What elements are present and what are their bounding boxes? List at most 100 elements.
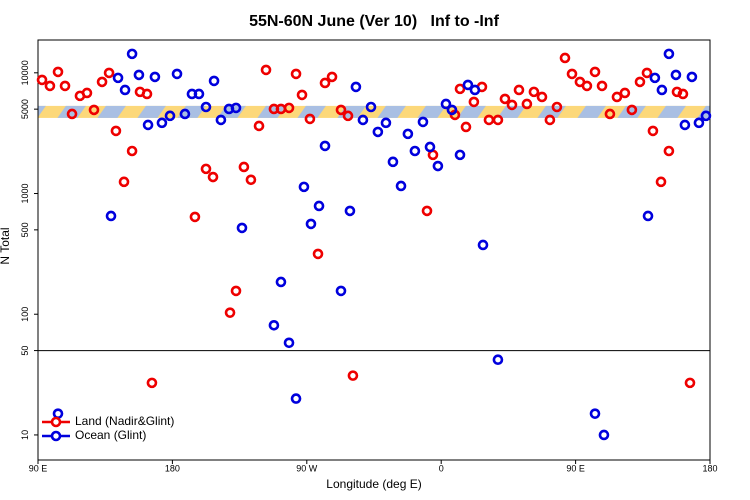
data-point bbox=[395, 180, 407, 192]
data-point bbox=[141, 88, 153, 100]
data-point bbox=[357, 114, 369, 126]
data-point bbox=[469, 84, 481, 96]
data-point bbox=[421, 205, 433, 217]
data-point bbox=[52, 408, 64, 419]
x-tick-label: 0 bbox=[439, 463, 444, 473]
data-point bbox=[462, 79, 474, 91]
x-tick-label: 90 E bbox=[29, 463, 48, 473]
data-point bbox=[179, 108, 191, 120]
data-point bbox=[350, 81, 362, 93]
data-point bbox=[133, 69, 145, 81]
data-point bbox=[619, 87, 631, 99]
data-point bbox=[663, 48, 675, 60]
data-point bbox=[402, 128, 414, 140]
data-point bbox=[365, 101, 377, 113]
data-point bbox=[521, 98, 533, 110]
data-point bbox=[551, 101, 563, 113]
data-point bbox=[126, 48, 138, 60]
data-point bbox=[105, 210, 117, 222]
legend-label: Land (Nadir&Glint) bbox=[75, 414, 174, 428]
data-point bbox=[96, 76, 108, 88]
data-point bbox=[499, 93, 511, 105]
data-point bbox=[656, 84, 668, 96]
y-tick-label: 10 bbox=[20, 430, 30, 440]
y-tick-label: 50 bbox=[20, 346, 30, 356]
data-point bbox=[52, 66, 64, 78]
data-point bbox=[647, 125, 659, 137]
data-point bbox=[454, 83, 466, 95]
data-point bbox=[200, 163, 212, 175]
data-point bbox=[296, 89, 308, 101]
data-point bbox=[253, 120, 265, 132]
data-point bbox=[112, 72, 124, 84]
data-point bbox=[230, 285, 242, 297]
data-point bbox=[492, 114, 504, 126]
band-stripes bbox=[38, 105, 710, 118]
data-point bbox=[589, 408, 601, 419]
data-point bbox=[604, 108, 616, 120]
x-tick-label: 180 bbox=[702, 463, 717, 473]
y-tick-label: 5000 bbox=[20, 99, 30, 119]
data-point bbox=[454, 149, 466, 161]
data-point bbox=[207, 171, 219, 183]
data-point bbox=[677, 88, 689, 100]
data-point bbox=[238, 161, 250, 173]
data-point bbox=[655, 176, 667, 188]
x-tick-label: 90 E bbox=[566, 463, 585, 473]
data-point bbox=[236, 222, 248, 234]
data-point bbox=[118, 176, 130, 188]
data-point bbox=[230, 102, 242, 114]
data-point bbox=[164, 110, 176, 122]
data-point bbox=[335, 285, 347, 297]
data-point bbox=[193, 88, 205, 100]
data-point bbox=[642, 210, 654, 222]
data-point bbox=[700, 110, 712, 122]
y-axis-label: N Total bbox=[0, 227, 12, 264]
data-point bbox=[372, 126, 384, 138]
data-point bbox=[440, 98, 452, 110]
data-point bbox=[641, 67, 653, 79]
data-point bbox=[326, 71, 338, 83]
data-point bbox=[44, 80, 56, 92]
data-point bbox=[649, 72, 661, 84]
data-point bbox=[581, 80, 593, 92]
data-point bbox=[312, 248, 324, 260]
data-point bbox=[693, 117, 705, 129]
data-point bbox=[283, 102, 295, 114]
data-point bbox=[290, 68, 302, 80]
data-point bbox=[506, 99, 518, 111]
data-point bbox=[59, 80, 71, 92]
data-point bbox=[200, 101, 212, 113]
data-point bbox=[268, 319, 280, 331]
plot-frame bbox=[37, 39, 711, 461]
data-point bbox=[409, 145, 421, 157]
legend-marker bbox=[50, 416, 62, 428]
data-point bbox=[589, 66, 601, 78]
data-point bbox=[446, 104, 458, 116]
chart-title: 55N-60N June (Ver 10) Inf to -Inf bbox=[249, 13, 500, 30]
data-point bbox=[290, 393, 302, 404]
data-point bbox=[146, 377, 158, 389]
y-tick-label: 1000 bbox=[20, 184, 30, 204]
data-point bbox=[679, 119, 691, 131]
data-point bbox=[171, 68, 183, 80]
data-point bbox=[149, 71, 161, 83]
data-point bbox=[66, 108, 78, 120]
data-point bbox=[544, 114, 556, 126]
data-point bbox=[598, 429, 610, 441]
y-tick-label: 100 bbox=[20, 307, 30, 322]
data-point bbox=[319, 77, 331, 89]
data-point bbox=[298, 181, 310, 193]
data-point bbox=[110, 125, 122, 137]
data-point bbox=[477, 239, 489, 251]
data-point bbox=[88, 104, 100, 116]
data-point bbox=[344, 205, 356, 217]
data-point bbox=[347, 370, 359, 381]
data-point bbox=[304, 113, 316, 125]
data-point bbox=[305, 218, 317, 230]
data-point bbox=[245, 174, 257, 186]
data-point bbox=[468, 96, 480, 108]
data-point bbox=[260, 64, 272, 76]
data-point bbox=[335, 104, 347, 116]
